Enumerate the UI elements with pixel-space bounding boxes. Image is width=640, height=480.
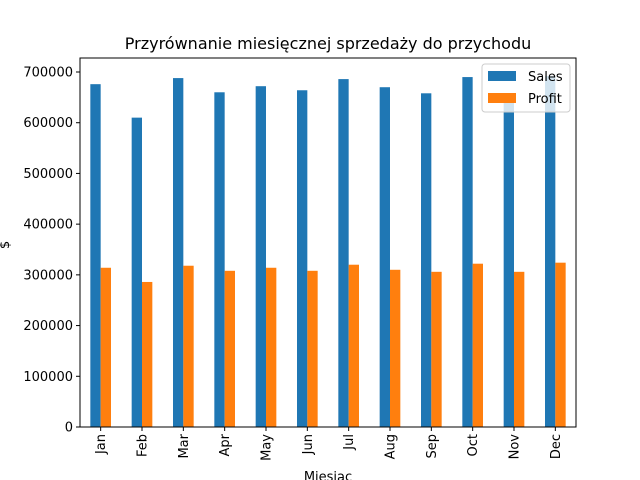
bar-sales-aug <box>379 87 390 427</box>
x-tick-label: Jun <box>301 434 316 455</box>
bar-sales-apr <box>214 92 225 428</box>
x-tick-label: Oct <box>466 434 481 456</box>
x-axis-label: Miesiąc <box>304 470 352 480</box>
legend-swatch-sales <box>488 71 516 81</box>
bar-sales-jul <box>338 79 349 427</box>
y-axis-label: $ <box>0 241 13 249</box>
bar-profit-jun <box>307 270 318 427</box>
bar-sales-may <box>255 86 266 427</box>
y-tick-label: 300000 <box>23 268 73 283</box>
bar-profit-may <box>266 267 277 427</box>
bar-profit-oct <box>472 263 483 427</box>
bar-sales-sep <box>421 93 432 428</box>
bar-sales-jan <box>90 84 101 428</box>
bar-profit-dec <box>555 262 566 427</box>
y-tick-label: 500000 <box>23 167 73 182</box>
axes: 0 100000 200000 300000 400000 500000 600000 700… <box>23 57 577 461</box>
x-tick-label: Aug <box>384 434 399 459</box>
bar-profit-apr <box>224 270 235 427</box>
y-tick-label: 400000 <box>23 218 73 233</box>
bar-sales-feb <box>131 117 142 428</box>
x-tick-label: Apr <box>218 433 233 456</box>
x-tick-label: Sep <box>425 434 440 459</box>
legend: Sales Profit <box>481 63 571 113</box>
bar-sales-jun <box>297 90 308 427</box>
bar-sales-dec <box>545 76 556 428</box>
bar-profit-nov <box>514 271 525 427</box>
x-tick-label: May <box>260 434 275 461</box>
bar-profit-sep <box>431 271 442 427</box>
x-tick-label: Jul <box>342 434 357 451</box>
bar-profit-jul <box>348 264 359 427</box>
y-tick-label: 200000 <box>23 319 73 334</box>
y-tick-label: 600000 <box>23 116 73 131</box>
x-tick-label: Feb <box>136 434 151 457</box>
x-tick-label: Dec <box>549 434 564 459</box>
legend-swatch-profit <box>488 93 516 103</box>
y-tick-label: 0 <box>65 421 73 436</box>
axes-frame <box>79 57 577 428</box>
y-tick-label: 700000 <box>23 66 73 81</box>
bar-sales-nov <box>503 97 514 427</box>
plot-area <box>90 76 566 428</box>
bar-profit-feb <box>142 281 153 427</box>
bar-sales-mar <box>173 78 184 427</box>
chart-title: Przyrównanie miesięcznej sprzedaży do pr… <box>125 34 531 53</box>
x-tick-label: Jan <box>94 434 109 455</box>
bar-profit-aug <box>390 269 401 427</box>
bar-sales-oct <box>462 77 473 428</box>
y-tick-label: 100000 <box>23 370 73 385</box>
x-tick-label: Nov <box>508 434 523 460</box>
bar-profit-mar <box>183 265 194 427</box>
bar-profit-jan <box>100 267 111 427</box>
legend-label-profit: Profit <box>528 92 562 107</box>
legend-label-sales: Sales <box>528 70 563 85</box>
x-tick-label: Mar <box>177 433 192 458</box>
